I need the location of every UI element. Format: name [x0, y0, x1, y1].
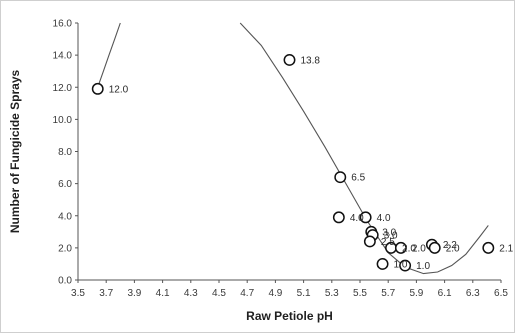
- data-point: [376, 257, 389, 270]
- labels-layer: 12.013.86.54.0 4.03.03.02.52.02.01.0 1.02.…: [109, 55, 514, 272]
- x-tick-label: 4.1: [156, 288, 170, 299]
- x-tick-label: 6.3: [466, 288, 480, 299]
- data-point: [363, 235, 376, 248]
- x-tick-label: 4.9: [268, 288, 282, 299]
- x-axis-title: Raw Petiole pH: [246, 309, 333, 323]
- data-label: 2.5: [381, 237, 395, 248]
- data-label: 2.0: [402, 243, 416, 254]
- x-tick-label: 3.9: [127, 288, 141, 299]
- y-axis-title: Number of Fungicide Sprays: [8, 69, 22, 233]
- data-label: 2.1: [499, 243, 513, 254]
- data-label: 13.8: [301, 55, 321, 66]
- y-tick-label: 0.0: [58, 276, 72, 287]
- data-label: 12.0: [109, 84, 129, 95]
- y-tick-label: 4.0: [58, 211, 72, 222]
- x-tick-label: 6.1: [438, 288, 452, 299]
- data-label: 2.0: [446, 243, 460, 254]
- x-tick-label: 5.9: [409, 288, 423, 299]
- x-tick-label: 5.1: [297, 288, 311, 299]
- data-point: [359, 211, 372, 224]
- x-tick-label: 3.7: [99, 288, 113, 299]
- trendline-left: [97, 22, 121, 88]
- y-tick-label: 16.0: [53, 19, 73, 30]
- data-point: [332, 211, 345, 224]
- data-point: [394, 241, 407, 254]
- data-point: [399, 259, 412, 272]
- data-label: 2.0: [412, 243, 426, 254]
- data-label: 2.2: [443, 240, 457, 251]
- x-tick-label: 5.3: [325, 288, 339, 299]
- data-label: 4.0: [377, 213, 391, 224]
- y-tick-label: 12.0: [53, 83, 73, 94]
- y-tick-label: 8.0: [58, 147, 72, 158]
- x-tick-label: 3.5: [71, 288, 85, 299]
- data-label: 3.0: [384, 231, 398, 242]
- data-label: 1.0: [416, 261, 430, 272]
- data-point: [91, 82, 104, 95]
- y-tick-label: 2.0: [58, 243, 72, 254]
- data-label: 4.0: [350, 213, 364, 224]
- points-layer: [91, 53, 495, 272]
- x-tick-label: 5.7: [381, 288, 395, 299]
- trendline-right: [239, 22, 489, 275]
- y-tick-label: 6.0: [58, 179, 72, 190]
- x-tick-label: 5.5: [353, 288, 367, 299]
- y-tick-label: 10.0: [53, 115, 73, 126]
- data-label: 1.0: [394, 259, 408, 270]
- data-point: [428, 241, 441, 254]
- x-tick-label: 4.5: [212, 288, 226, 299]
- data-label: 3.0: [382, 227, 396, 238]
- plot-layer: 3.5 3.7 3.9 4.1 4.3 4.5 4.7 4.9 5.1 5.3 5.5 5.7 5.9 6…: [53, 19, 509, 300]
- x-tick-label: 4.7: [240, 288, 254, 299]
- x-tick-label: 6.5: [494, 288, 508, 299]
- data-label: 6.5: [351, 173, 365, 184]
- data-point: [334, 171, 347, 184]
- x-tick-label: 4.3: [184, 288, 198, 299]
- data-point: [482, 241, 495, 254]
- y-tick-label: 14.0: [53, 51, 73, 62]
- data-point: [283, 53, 296, 66]
